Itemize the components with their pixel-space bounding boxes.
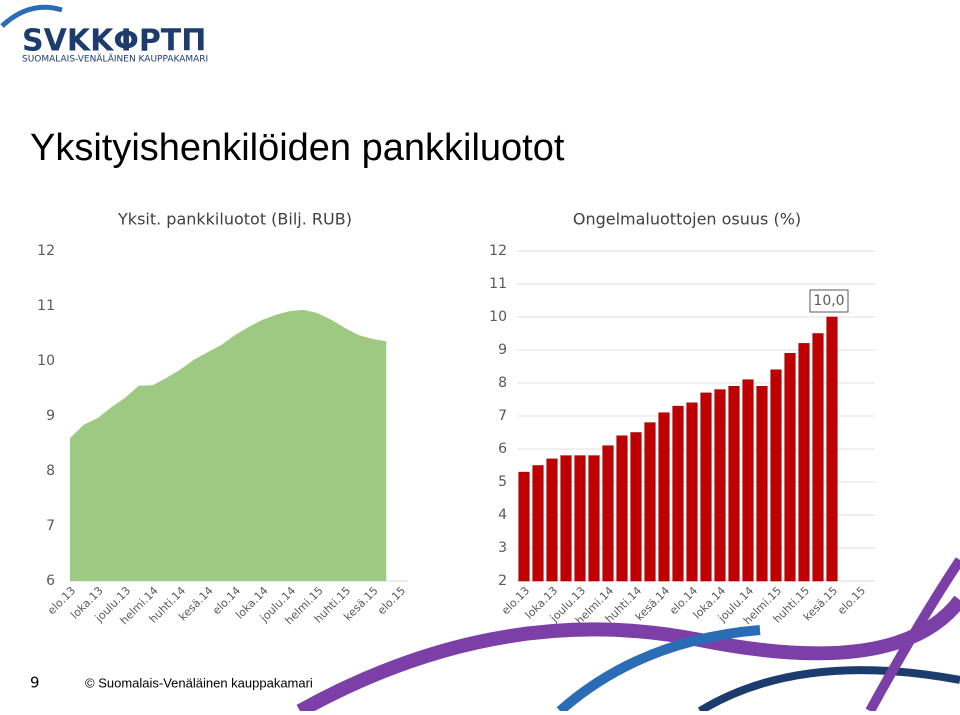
bar — [714, 389, 726, 582]
bar — [574, 455, 586, 582]
page-number: 9 — [30, 674, 40, 692]
logo-swoosh — [0, 4, 63, 28]
x-tick-label: elo.15 — [375, 584, 408, 617]
decor-swoosh — [697, 666, 960, 715]
bar — [546, 458, 558, 582]
bar — [742, 379, 754, 582]
y-tick-label: 9 — [498, 342, 507, 358]
bar — [644, 422, 656, 582]
y-tick-label: 9 — [46, 408, 55, 424]
copyright: © Suomalais-Venäläinen kauppakamari — [85, 675, 313, 690]
x-tick-label: elo.15 — [835, 584, 868, 617]
y-tick-label: 8 — [498, 375, 507, 391]
y-tick-label: 12 — [489, 243, 507, 259]
y-tick-label: 4 — [498, 507, 507, 523]
bar — [798, 343, 810, 582]
bar — [658, 412, 670, 582]
bar — [728, 386, 740, 582]
bar — [602, 445, 614, 582]
bar — [770, 369, 782, 582]
logo-subtitle: SUOMALAIS-VENÄLÄINEN KAUPPAKAMARI — [22, 54, 208, 65]
y-tick-label: 11 — [37, 298, 55, 314]
y-tick-label: 2 — [498, 573, 507, 589]
chart-title: Yksit. pankkiluotot (Bilj. RUB) — [117, 210, 352, 229]
bar — [672, 405, 684, 582]
y-tick-label: 7 — [498, 408, 507, 424]
y-tick-label: 3 — [498, 540, 507, 556]
bar — [784, 353, 796, 582]
decor-swoosh — [865, 557, 960, 714]
y-tick-label: 10 — [489, 309, 507, 325]
bar — [588, 455, 600, 582]
bar — [532, 465, 544, 582]
bar — [756, 386, 768, 582]
decor-swoosh — [556, 625, 761, 715]
area — [70, 309, 387, 581]
bar — [700, 392, 712, 582]
y-tick-label: 11 — [489, 276, 507, 292]
y-tick-label: 10 — [37, 353, 55, 369]
y-tick-label: 5 — [498, 474, 507, 490]
chart-title: Ongelmaluottojen osuus (%) — [573, 210, 801, 229]
bar — [826, 316, 838, 582]
y-tick-label: 6 — [46, 573, 55, 589]
bar — [518, 471, 530, 582]
decor-swoosh — [296, 595, 960, 715]
bar — [616, 435, 628, 582]
bar — [812, 333, 824, 582]
y-tick-label: 6 — [498, 441, 507, 457]
logo-brand: SVKKΦPTП — [22, 24, 206, 59]
bar — [630, 432, 642, 582]
bar — [560, 455, 572, 582]
bar — [686, 402, 698, 582]
slide-title: Yksityishenkilöiden pankkiluotot — [30, 127, 565, 169]
value-label-box — [809, 289, 849, 313]
y-tick-label: 12 — [37, 243, 55, 259]
y-tick-label: 8 — [46, 463, 55, 479]
y-tick-label: 7 — [46, 518, 55, 534]
value-label: 10,0 — [813, 293, 844, 309]
